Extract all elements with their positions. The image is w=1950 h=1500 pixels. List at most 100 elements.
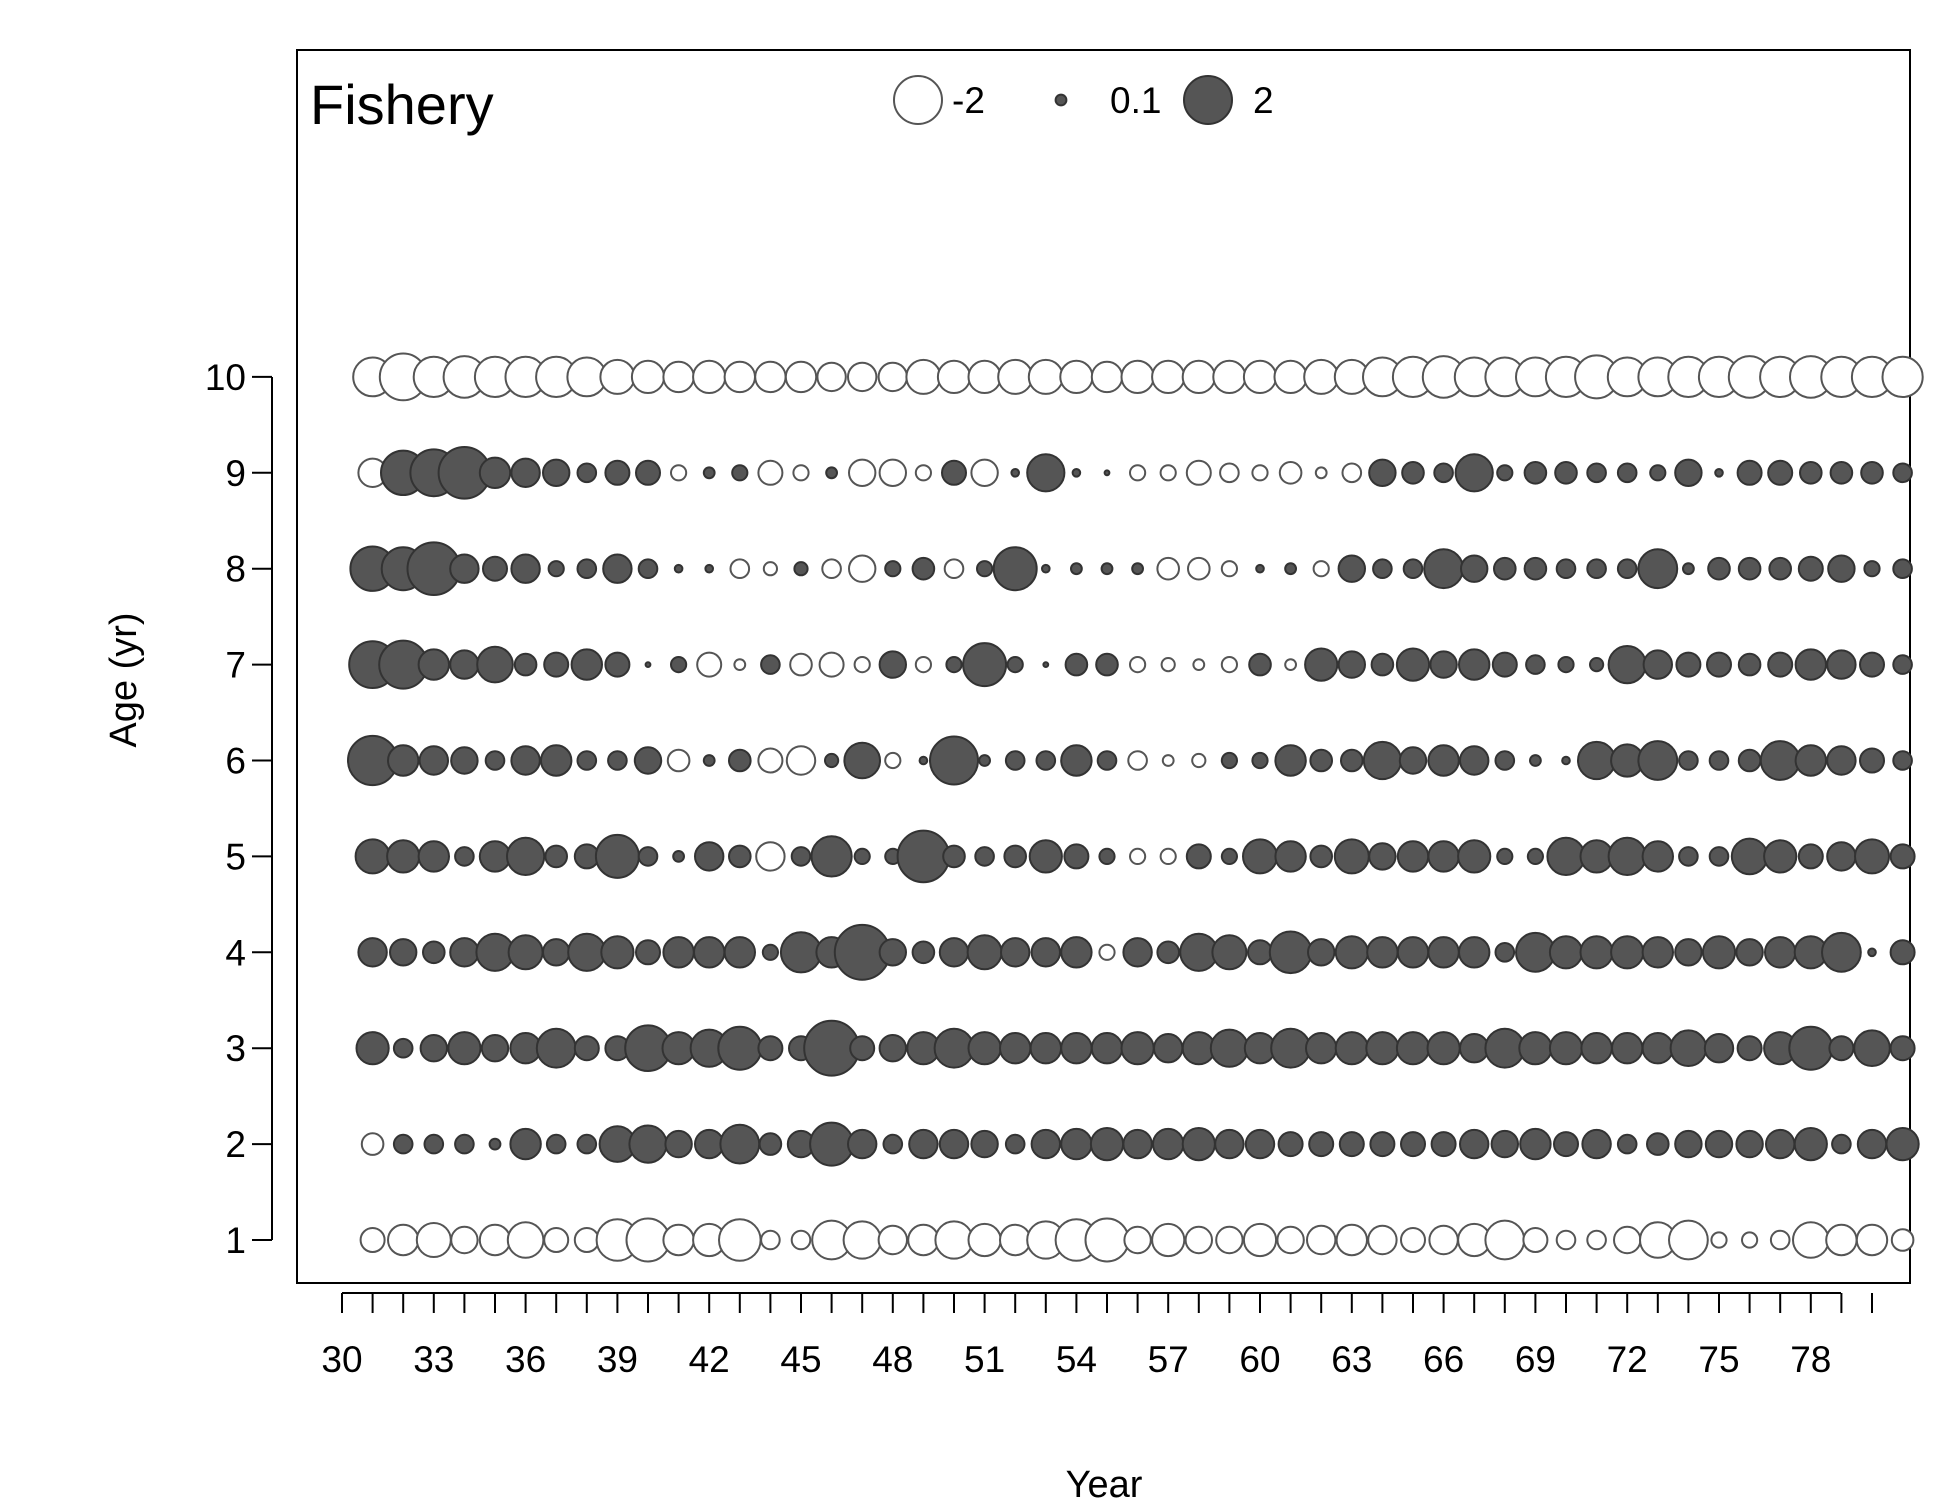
bubble-age9-year59 (1219, 462, 1240, 484)
bubble-age3-year81 (1889, 1035, 1916, 1062)
bubble-age8-year66 (1423, 548, 1464, 590)
bubble-age8-year64 (1372, 558, 1393, 580)
bubble-age5-year31 (354, 838, 391, 875)
bubble-age10-year52 (997, 358, 1034, 395)
legend-bubble (1054, 93, 1068, 107)
bubble-age1-year70 (1555, 1229, 1577, 1251)
bubble-age1-year78 (1792, 1221, 1830, 1259)
bubble-age2-year62 (1308, 1131, 1335, 1158)
bubble-age7-year62 (1304, 647, 1339, 682)
bubble-age6-year43 (728, 748, 752, 773)
bubble-age9-year57 (1159, 464, 1177, 482)
bubble-age8-year71 (1586, 558, 1607, 580)
bubble-age6-year47 (843, 741, 882, 780)
bubble-age6-year63 (1340, 748, 1364, 773)
bubble-age6-year65 (1398, 746, 1428, 775)
bubble-age5-year81 (1889, 843, 1916, 870)
bubble-age2-year55 (1089, 1127, 1125, 1162)
bubble-age9-year69 (1523, 461, 1548, 485)
bubble-age3-year63 (1334, 1031, 1369, 1066)
bubble-age7-year77 (1767, 651, 1794, 678)
bubble-age9-year54 (1071, 468, 1082, 478)
bubble-age4-year81 (1889, 939, 1916, 966)
bubble-age8-year56 (1131, 562, 1144, 576)
bubble-age9-year58 (1185, 459, 1212, 486)
bubble-age10-year43 (723, 360, 756, 394)
bubble-age9-year73 (1649, 464, 1667, 482)
bubble-age8-year67 (1460, 554, 1489, 583)
bubble-age10-year48 (877, 361, 908, 393)
bubble-age6-year76 (1737, 748, 1762, 773)
bubble-age10-year56 (1120, 359, 1155, 394)
bubble-age3-year64 (1365, 1031, 1400, 1066)
bubble-age7-year66 (1429, 650, 1458, 679)
bubble-age3-year56 (1120, 1031, 1155, 1066)
bubble-age5-year54 (1063, 843, 1090, 870)
bubble-age5-year77 (1763, 839, 1798, 874)
bubble-age8-year65 (1402, 558, 1424, 580)
bubble-age5-year56 (1129, 847, 1147, 866)
bubble-age1-year71 (1586, 1229, 1607, 1251)
bubble-age9-year45 (792, 464, 810, 482)
bubble-age5-year62 (1309, 844, 1333, 869)
bubble-age4-year65 (1396, 936, 1430, 969)
bubble-age1-year36 (506, 1221, 545, 1259)
bubble-age7-year38 (570, 648, 603, 681)
bubble-age4-year72 (1610, 935, 1645, 970)
bubble-age8-year60 (1255, 563, 1265, 574)
x-tick-label: 63 (1331, 1339, 1372, 1380)
bubble-age5-year35 (478, 840, 512, 873)
bubble-age7-year78 (1794, 648, 1828, 681)
bubble-age5-year43 (728, 844, 752, 869)
bubble-age9-year61 (1278, 461, 1303, 485)
bubble-age7-year42 (696, 651, 723, 678)
bubble-age1-year74 (1668, 1219, 1709, 1261)
bubble-age8-year54 (1070, 562, 1083, 576)
bubble-age10-year58 (1181, 359, 1216, 394)
bubble-age6-year77 (1759, 740, 1801, 781)
bubble-age2-year59 (1214, 1128, 1245, 1160)
bubble-age9-year76 (1736, 459, 1763, 486)
bubble-age3-year76 (1736, 1035, 1763, 1062)
bubble-age6-year45 (785, 745, 817, 776)
bubble-age6-year44 (757, 747, 784, 774)
bubble-age2-year80 (1856, 1128, 1888, 1160)
bubble-age10-year57 (1151, 359, 1186, 394)
bubble-age7-year70 (1557, 656, 1575, 674)
bubble-age8-year38 (576, 558, 598, 580)
bubble-age8-year76 (1737, 556, 1762, 581)
bubble-age1-year68 (1484, 1219, 1526, 1261)
bubble-age3-year34 (447, 1031, 482, 1066)
bubble-age4-year57 (1156, 940, 1180, 965)
bubble-age7-year74 (1675, 651, 1702, 678)
bubble-age3-year74 (1669, 1029, 1708, 1067)
bubble-age8-year61 (1284, 562, 1297, 576)
bubble-age5-year72 (1607, 836, 1647, 877)
bubble-age7-year50 (945, 656, 963, 674)
bubble-age4-year75 (1701, 935, 1737, 970)
bubble-age4-year51 (966, 934, 1003, 971)
legend: -2 0.1 2 (893, 75, 1274, 125)
y-tick-label: 8 (225, 549, 246, 590)
bubble-age1-year75 (1710, 1231, 1728, 1249)
bubble-age2-year78 (1793, 1127, 1828, 1162)
bubble-age8-year74 (1682, 562, 1695, 576)
bubble-age6-year67 (1459, 745, 1490, 776)
bubble-age7-year51 (962, 642, 1008, 688)
bubble-age6-year66 (1427, 744, 1460, 777)
bubble-age6-year73 (1637, 740, 1679, 781)
bubble-age7-year36 (513, 652, 538, 677)
bubble-age9-year38 (576, 462, 598, 484)
bubble-age6-year74 (1678, 750, 1699, 771)
x-tick-label: 66 (1423, 1339, 1464, 1380)
x-tick-label: 75 (1698, 1339, 1739, 1380)
bubble-age6-year80 (1859, 747, 1885, 774)
bubble-age2-year41 (664, 1129, 693, 1159)
x-tick-label: 60 (1239, 1339, 1280, 1380)
bubble-age7-year35 (476, 645, 514, 684)
bubble-age9-year74 (1674, 458, 1703, 487)
bubble-age8-year50 (943, 558, 965, 580)
bubble-age4-year49 (911, 940, 936, 965)
bubble-age5-year53 (1028, 839, 1063, 874)
bubble-age3-year73 (1641, 1032, 1675, 1065)
